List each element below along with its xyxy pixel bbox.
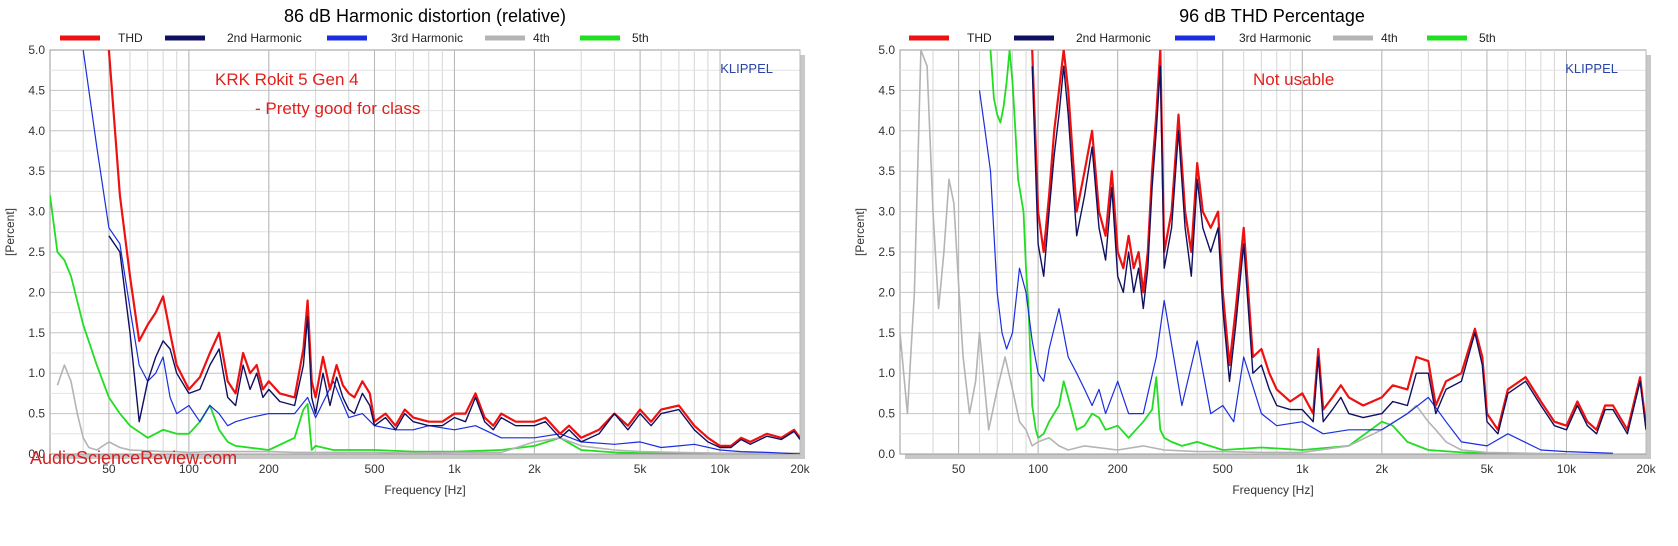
chart-2: 96 dB THD Percentage 0.0 0.5 1.0 1.5 2.0 2.5 3.… — [853, 6, 1657, 497]
x-tick-label: 10k — [1557, 462, 1577, 476]
y-tick-label: 4.0 — [28, 124, 45, 138]
y-tick-label: 5.0 — [28, 43, 45, 57]
legend-label-4th: 4th — [1381, 31, 1398, 45]
x-tick-label: 200 — [259, 462, 279, 476]
series-line-thd — [1031, 50, 1646, 431]
legend-label-2nd-harmonic: 2nd Harmonic — [227, 31, 302, 45]
y-tick-label: 3.5 — [28, 164, 45, 178]
y-tick-label: 3.0 — [878, 205, 895, 219]
x-tick-label: 20k — [1636, 462, 1656, 476]
klippel-watermark: KLIPPEL — [1565, 61, 1618, 76]
y-tick-label: 2.5 — [878, 245, 895, 259]
series-line-thd — [107, 50, 800, 447]
klippel-watermark: KLIPPEL — [720, 61, 773, 76]
annotation-text: KRK Rokit 5 Gen 4 — [215, 70, 359, 89]
series-line-5th — [50, 195, 721, 454]
series-line-3rd-harmonic — [82, 50, 800, 454]
x-tick-label: 5k — [634, 462, 648, 476]
series-group — [50, 50, 800, 454]
x-tick-label: 50 — [102, 462, 116, 476]
legend-label-thd: THD — [967, 31, 992, 45]
legend-label-3rd-harmonic: 3rd Harmonic — [1239, 31, 1311, 45]
series-line-2nd-harmonic — [108, 235, 800, 449]
x-tick-label: 1k — [448, 462, 462, 476]
series-group — [900, 50, 1646, 454]
chart-1: 86 dB Harmonic distortion (relative) 0.0 0… — [3, 6, 811, 497]
y-tick-label: 2.0 — [878, 285, 895, 299]
x-tick-label: 5k — [1481, 462, 1495, 476]
y-tick-label: 3.5 — [878, 164, 895, 178]
y-tick-label: 2.5 — [28, 245, 45, 259]
x-tick-label: 100 — [179, 462, 199, 476]
y-tick-label: 3.0 — [28, 205, 45, 219]
x-tick-label: 1k — [1296, 462, 1310, 476]
site-watermark: AudioScienceReview.com — [30, 448, 238, 468]
y-tick-label: 5.0 — [878, 43, 895, 57]
x-tick-label: 20k — [790, 462, 810, 476]
minor-gridlines — [50, 50, 801, 454]
y-tick-label: 0.5 — [878, 407, 895, 421]
x-tick-label: 500 — [364, 462, 384, 476]
y-tick-label: 4.5 — [878, 83, 895, 97]
y-axis-label: [Percent] — [853, 208, 867, 256]
y-tick-label: 1.0 — [878, 366, 895, 380]
x-tick-label: 2k — [528, 462, 542, 476]
series-line-2nd-harmonic — [1031, 65, 1646, 435]
y-axis-label: [Percent] — [3, 208, 17, 256]
legend-label-5th: 5th — [1479, 31, 1496, 45]
x-tick-label: 200 — [1108, 462, 1128, 476]
x-tick-label: 500 — [1213, 462, 1233, 476]
legend: THD 2nd Harmonic 3rd Harmonic 4th 5th — [60, 31, 649, 45]
chart-title: 86 dB Harmonic distortion (relative) — [284, 6, 566, 26]
y-tick-label: 2.0 — [28, 285, 45, 299]
x-axis-label: Frequency [Hz] — [384, 483, 465, 497]
y-tick-label: 1.0 — [28, 366, 45, 380]
y-tick-label: 4.5 — [28, 83, 45, 97]
series-line-4th — [56, 364, 800, 454]
x-tick-label: 2k — [1375, 462, 1389, 476]
x-tick-label: 10k — [710, 462, 730, 476]
legend-label-4th: 4th — [533, 31, 550, 45]
legend-label-3rd-harmonic: 3rd Harmonic — [391, 31, 463, 45]
series-line-4th — [900, 50, 1567, 454]
minor-gridlines — [900, 50, 1647, 454]
annotation-text: Not usable — [1253, 70, 1334, 89]
y-tick-label: 0.0 — [28, 447, 45, 461]
y-tick-label: 1.5 — [28, 326, 45, 340]
x-tick-label: 100 — [1028, 462, 1048, 476]
chart-title: 96 dB THD Percentage — [1179, 6, 1365, 26]
legend: THD 2nd Harmonic 3rd Harmonic 4th 5th — [909, 31, 1496, 45]
y-tick-label: 4.0 — [878, 124, 895, 138]
y-tick-label: 0.5 — [28, 407, 45, 421]
legend-label-2nd-harmonic: 2nd Harmonic — [1076, 31, 1151, 45]
x-axis-label: Frequency [Hz] — [1232, 483, 1313, 497]
annotation-text: - Pretty good for class — [255, 99, 420, 118]
legend-label-thd: THD — [118, 31, 143, 45]
x-tick-label: 50 — [952, 462, 966, 476]
y-tick-label: 0.0 — [878, 447, 895, 461]
legend-label-5th: 5th — [632, 31, 649, 45]
y-tick-label: 1.5 — [878, 326, 895, 340]
